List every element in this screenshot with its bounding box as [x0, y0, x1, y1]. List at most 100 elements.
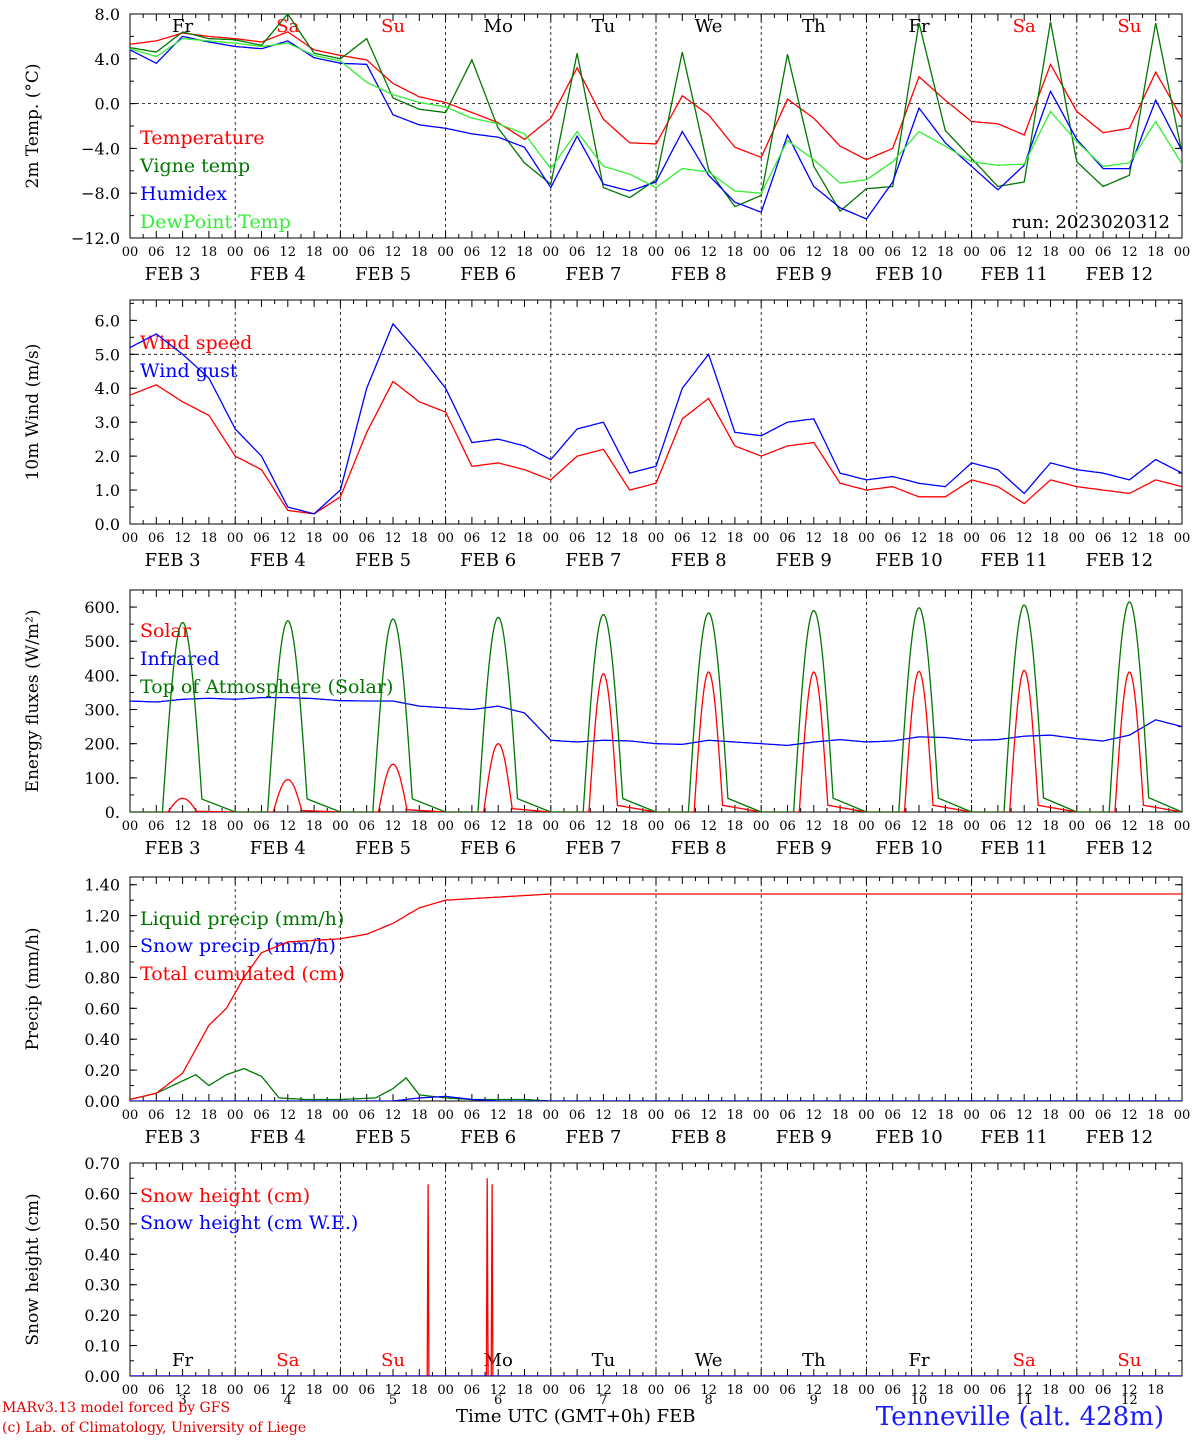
x-hour-label: 12 — [490, 819, 507, 834]
x-hour-label: 18 — [621, 245, 638, 260]
x-date-label: FEB 7 — [565, 264, 621, 285]
x-hour-label: 12 — [1016, 1108, 1033, 1123]
x-hour-label: 00 — [963, 819, 980, 834]
x-hour-label: 12 — [385, 819, 402, 834]
x-hour-label: 00 — [122, 819, 139, 834]
x-hour-label: 18 — [516, 1383, 533, 1398]
y-tick-label: 500. — [84, 632, 120, 651]
x-hour-label: 18 — [516, 531, 533, 546]
x-hour-label: 12 — [1016, 531, 1033, 546]
x-date-label: FEB 3 — [145, 550, 201, 571]
x-date-label: FEB 4 — [250, 1127, 306, 1148]
y-tick-label: 0.0 — [95, 515, 120, 534]
x-hour-label: 12 — [280, 819, 297, 834]
x-hour-label: 06 — [884, 1108, 901, 1123]
x-hour-label: 18 — [516, 1108, 533, 1123]
x-date-label: FEB 7 — [565, 838, 621, 859]
y-tick-label: 0.60 — [84, 1184, 120, 1203]
x-hour-label: 06 — [1095, 245, 1112, 260]
x-hour-label: 06 — [253, 1383, 270, 1398]
y-tick-label: 0.00 — [84, 1367, 120, 1386]
x-hour-label: 00 — [332, 819, 349, 834]
x-hour-label: 18 — [1147, 819, 1164, 834]
x-hour-label: 00 — [437, 531, 454, 546]
weekday-label: We — [695, 16, 723, 37]
panel-5: 0.70 0.60 0.50 0.40 0.30 0.20 0.10 0.00 Snow hei… — [23, 1154, 1183, 1408]
x-hour-label: 12 — [700, 1108, 717, 1123]
station-name: Tenneville (alt. 428m) — [875, 1402, 1164, 1432]
x-hour-label: 06 — [253, 245, 270, 260]
y-tick-label: 6.0 — [95, 311, 120, 330]
y-axis-label: Snow height (cm) — [23, 1193, 43, 1345]
x-hour-label: 12 — [806, 245, 823, 260]
x-date-label: FEB 6 — [460, 550, 516, 571]
x-hour-label: 12 — [1016, 1383, 1033, 1398]
x-hour-label: 12 — [806, 819, 823, 834]
x-date-label: FEB 6 — [460, 264, 516, 285]
y-tick-label: 0.50 — [84, 1215, 120, 1234]
x-hour-label: 12 — [174, 245, 191, 260]
x-hour-label: 00 — [753, 819, 770, 834]
legend-entry: Humidex — [140, 183, 227, 205]
x-hour-label: 06 — [253, 819, 270, 834]
x-hour-label: 00 — [963, 1383, 980, 1398]
x-hour-label: 06 — [253, 1108, 270, 1123]
x-hour-label: 06 — [358, 819, 375, 834]
x-hour-label: 06 — [990, 1108, 1007, 1123]
x-hour-label: 18 — [621, 1383, 638, 1398]
legend-entry: Vigne temp — [139, 155, 250, 177]
x-date-number: 5 — [389, 1393, 397, 1408]
series-line-infrared — [130, 696, 1182, 747]
x-hour-label: 06 — [569, 819, 586, 834]
x-hour-label: 12 — [1121, 245, 1138, 260]
x-hour-label: 18 — [516, 819, 533, 834]
x-hour-label: 00 — [122, 1108, 139, 1123]
x-date-label: FEB 11 — [980, 838, 1047, 859]
x-hour-label: 18 — [1042, 819, 1059, 834]
x-hour-label: 00 — [543, 245, 560, 260]
x-date-label: FEB 12 — [1086, 1127, 1153, 1148]
x-date-label: FEB 3 — [145, 1127, 201, 1148]
x-hour-label: 00 — [122, 245, 139, 260]
legend-entry: Total cumulated (cm) — [140, 963, 345, 985]
y-tick-label: 4.0 — [95, 50, 120, 69]
x-date-label: FEB 6 — [460, 838, 516, 859]
y-tick-label: 1.0 — [95, 481, 120, 500]
x-hour-label: 18 — [411, 245, 428, 260]
x-hour-label: 00 — [332, 1383, 349, 1398]
plot-frame — [129, 299, 1183, 525]
x-hour-label: 12 — [174, 1383, 191, 1398]
x-hour-label: 06 — [990, 245, 1007, 260]
x-hour-label: 06 — [990, 819, 1007, 834]
y-tick-label: 0.30 — [84, 1276, 120, 1295]
x-hour-label: 00 — [332, 245, 349, 260]
weekday-label: Th — [802, 16, 826, 37]
x-hour-label: 06 — [358, 1108, 375, 1123]
y-tick-label: 400. — [84, 666, 120, 685]
x-hour-label: 12 — [385, 1383, 402, 1398]
credit-model: MARv3.13 model forced by GFS — [2, 1400, 231, 1416]
x-hour-label: 06 — [674, 245, 691, 260]
y-tick-label: 0.10 — [84, 1337, 120, 1356]
weekday-label: Sa — [1013, 16, 1036, 37]
x-hour-label: 06 — [884, 1383, 901, 1398]
x-hour-label: 12 — [806, 1383, 823, 1398]
x-hour-label: 00 — [1069, 1108, 1086, 1123]
legend-entry: Liquid precip (mm/h) — [140, 908, 344, 930]
x-date-label: FEB 10 — [875, 1127, 942, 1148]
y-tick-label: −12.0 — [71, 229, 120, 248]
x-hour-label: 00 — [1069, 245, 1086, 260]
x-hour-label: 06 — [674, 531, 691, 546]
y-tick-label: 0.20 — [84, 1061, 120, 1080]
weekday-label: Th — [802, 1350, 826, 1371]
x-hour-label: 00 — [753, 531, 770, 546]
x-hour-label: 18 — [1042, 531, 1059, 546]
x-date-label: FEB 6 — [460, 1127, 516, 1148]
x-hour-label: 00 — [1174, 1108, 1191, 1123]
x-hour-label: 18 — [306, 245, 323, 260]
weekday-label: Fr — [172, 16, 193, 37]
legend-entry: Infrared — [140, 648, 220, 670]
x-hour-label: 00 — [963, 1108, 980, 1123]
x-hour-label: 12 — [911, 245, 928, 260]
